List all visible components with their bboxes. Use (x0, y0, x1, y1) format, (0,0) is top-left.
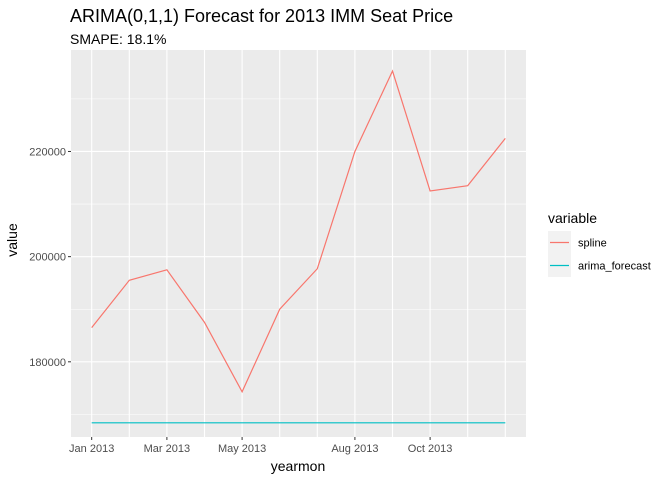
minor-gridlines (71, 98, 526, 415)
chart-subtitle: SMAPE: 18.1% (70, 31, 167, 47)
x-tick-label: Oct 2013 (408, 443, 453, 455)
x-tick-label: Mar 2013 (144, 443, 190, 455)
legend-title: variable (548, 210, 597, 226)
y-axis-title: value (4, 223, 20, 257)
x-tick-label: Jan 2013 (69, 443, 114, 455)
series-line-spline (91, 69, 506, 394)
x-axis-title: yearmon (271, 458, 325, 474)
y-tick-label: 200000 (29, 252, 66, 264)
plot-panel (71, 50, 526, 437)
series-lines (91, 69, 506, 424)
y-tick-label: 180000 (29, 357, 66, 369)
legend: spline arima_forecast (548, 231, 651, 277)
legend-label: arima_forecast (578, 261, 651, 273)
y-axis-ticks: 180000 200000 220000 (29, 146, 71, 369)
y-tick-label: 220000 (29, 146, 66, 158)
x-tick-label: May 2013 (218, 443, 266, 455)
major-gridlines (71, 50, 526, 437)
x-tick-label: Aug 2013 (331, 443, 378, 455)
legend-label: spline (578, 238, 607, 250)
chart-title: ARIMA(0,1,1) Forecast for 2013 IMM Seat … (70, 6, 453, 26)
x-axis-ticks: Jan 2013 Mar 2013 May 2013 Aug 2013 Oct 2013 (69, 437, 452, 455)
